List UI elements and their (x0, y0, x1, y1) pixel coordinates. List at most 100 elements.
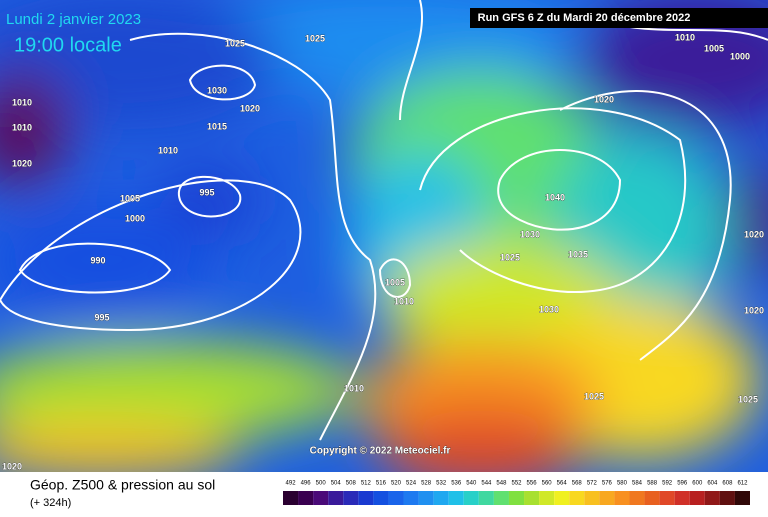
time: 19:00 locale (14, 34, 122, 56)
isobar-label: 1010 (344, 383, 364, 393)
scale-label: 588 (647, 481, 658, 487)
isobar-label: 1025 (500, 252, 520, 262)
isobar-label: 1025 (584, 391, 604, 401)
scale-label: 540 (466, 481, 477, 487)
isobar-label: 1025 (738, 394, 758, 404)
copyright: Copyright © 2022 Meteociel.fr (310, 446, 451, 457)
isobar-label: 1040 (545, 192, 565, 202)
scale-swatch (689, 491, 705, 505)
scale-swatch (508, 491, 525, 505)
scale-label: 552 (511, 481, 522, 487)
isobar-label: 1020 (240, 103, 260, 113)
scale-label: 568 (572, 481, 583, 487)
scale-label: 532 (436, 481, 447, 487)
scale-swatch (644, 491, 660, 505)
isobars (0, 0, 768, 441)
isobar-label: 1020 (744, 305, 764, 315)
scale-swatch (584, 491, 600, 505)
scale-label: 592 (662, 481, 673, 487)
isobar-label: 1000 (730, 51, 750, 61)
scale-swatch (704, 491, 720, 505)
scale-swatch (388, 491, 404, 505)
isobar-label: 1020 (744, 229, 764, 239)
scale-label: 560 (542, 481, 553, 487)
isobar-label: 1030 (539, 304, 559, 314)
isobar-label: 995 (199, 187, 214, 197)
scale-label: 612 (737, 481, 748, 487)
isobar-label: 1030 (207, 85, 227, 95)
scale-label: 548 (496, 481, 507, 487)
scale-label: 520 (391, 481, 402, 487)
scale-label: 604 (707, 481, 718, 487)
scale-swatch (629, 491, 645, 505)
scale-swatch (283, 491, 299, 505)
scale-label: 544 (481, 481, 492, 487)
scale-swatch (403, 491, 419, 505)
scale-swatch (313, 491, 329, 505)
scale-swatch (358, 491, 374, 505)
scale-swatch (674, 491, 690, 505)
isobar-label: 1010 (12, 122, 32, 132)
scale-label: 524 (406, 481, 417, 487)
scale-label: 556 (527, 481, 538, 487)
isobar-label: 990 (90, 255, 105, 265)
scale-swatch (478, 491, 494, 505)
scale-swatch (493, 491, 509, 505)
scale-swatch (539, 491, 555, 505)
scale-label: 572 (587, 481, 598, 487)
isobar-label: 1015 (207, 121, 227, 131)
isobar-label: 1020 (12, 158, 32, 168)
isobar-label: 1020 (2, 461, 22, 471)
scale-swatch (433, 491, 449, 505)
isobar-label: 1025 (305, 33, 325, 43)
scale-label: 492 (286, 481, 297, 487)
run-banner (470, 8, 768, 28)
color-scale: 492 496 500 504 508 512 516 520 524 528 532 536 540 5… (283, 481, 750, 505)
scale-swatch (373, 491, 389, 505)
scale-label: 584 (632, 481, 643, 487)
scale-swatch (524, 491, 540, 505)
scale-label: 600 (692, 481, 703, 487)
isobar-label: 995 (94, 312, 109, 322)
scale-swatch (719, 491, 735, 505)
isobar-label: 1005 (120, 193, 140, 203)
scale-swatch (659, 491, 675, 505)
scale-label: 536 (451, 481, 462, 487)
scale-label: 516 (376, 481, 387, 487)
scale-label: 500 (316, 481, 327, 487)
scale-label: 564 (557, 481, 568, 487)
isobar-label: 1025 (225, 38, 245, 48)
scale-swatch (599, 491, 615, 505)
date: Lundi 2 janvier 2023 (6, 11, 141, 28)
scale-swatch (448, 491, 464, 505)
run-info: Run GFS 6 Z du Mardi 20 décembre 2022 (478, 12, 691, 24)
scale-label: 580 (617, 481, 628, 487)
isobar-label: 1005 (704, 43, 724, 53)
scale-label: 496 (301, 481, 312, 487)
scale-label: 596 (677, 481, 688, 487)
isobar-label: 1010 (12, 97, 32, 107)
isobar-label: 1010 (675, 32, 695, 42)
isobar-labels: 1025 1025 1010 1005 1000 1030 1020 1015 1020 1010… (2, 32, 765, 472)
scale-swatch (298, 491, 314, 505)
lead-time: (+ 324h) (30, 497, 71, 509)
isobar-label: 1010 (158, 145, 178, 155)
footer-title: Géop. Z500 & pression au sol (30, 477, 215, 493)
scale-swatch (328, 491, 344, 505)
scale-label: 576 (602, 481, 613, 487)
isobar-label: 1010 (394, 296, 414, 306)
scale-label: 508 (346, 481, 357, 487)
isobar-label: 1020 (594, 94, 614, 104)
map-background: 1025 1025 1010 1005 1000 1030 1020 1015 1020 1010… (0, 0, 768, 472)
scale-swatch (554, 491, 570, 505)
scale-swatch (569, 491, 585, 505)
scale-swatch (734, 491, 750, 505)
isobar-label: 1000 (125, 213, 145, 223)
scale-label: 504 (331, 481, 342, 487)
scale-swatch (614, 491, 630, 505)
isobar-label: 1005 (385, 277, 405, 287)
scale-label: 528 (421, 481, 432, 487)
isobar-label: 1030 (520, 229, 540, 239)
isobar-label: 1035 (568, 249, 588, 259)
